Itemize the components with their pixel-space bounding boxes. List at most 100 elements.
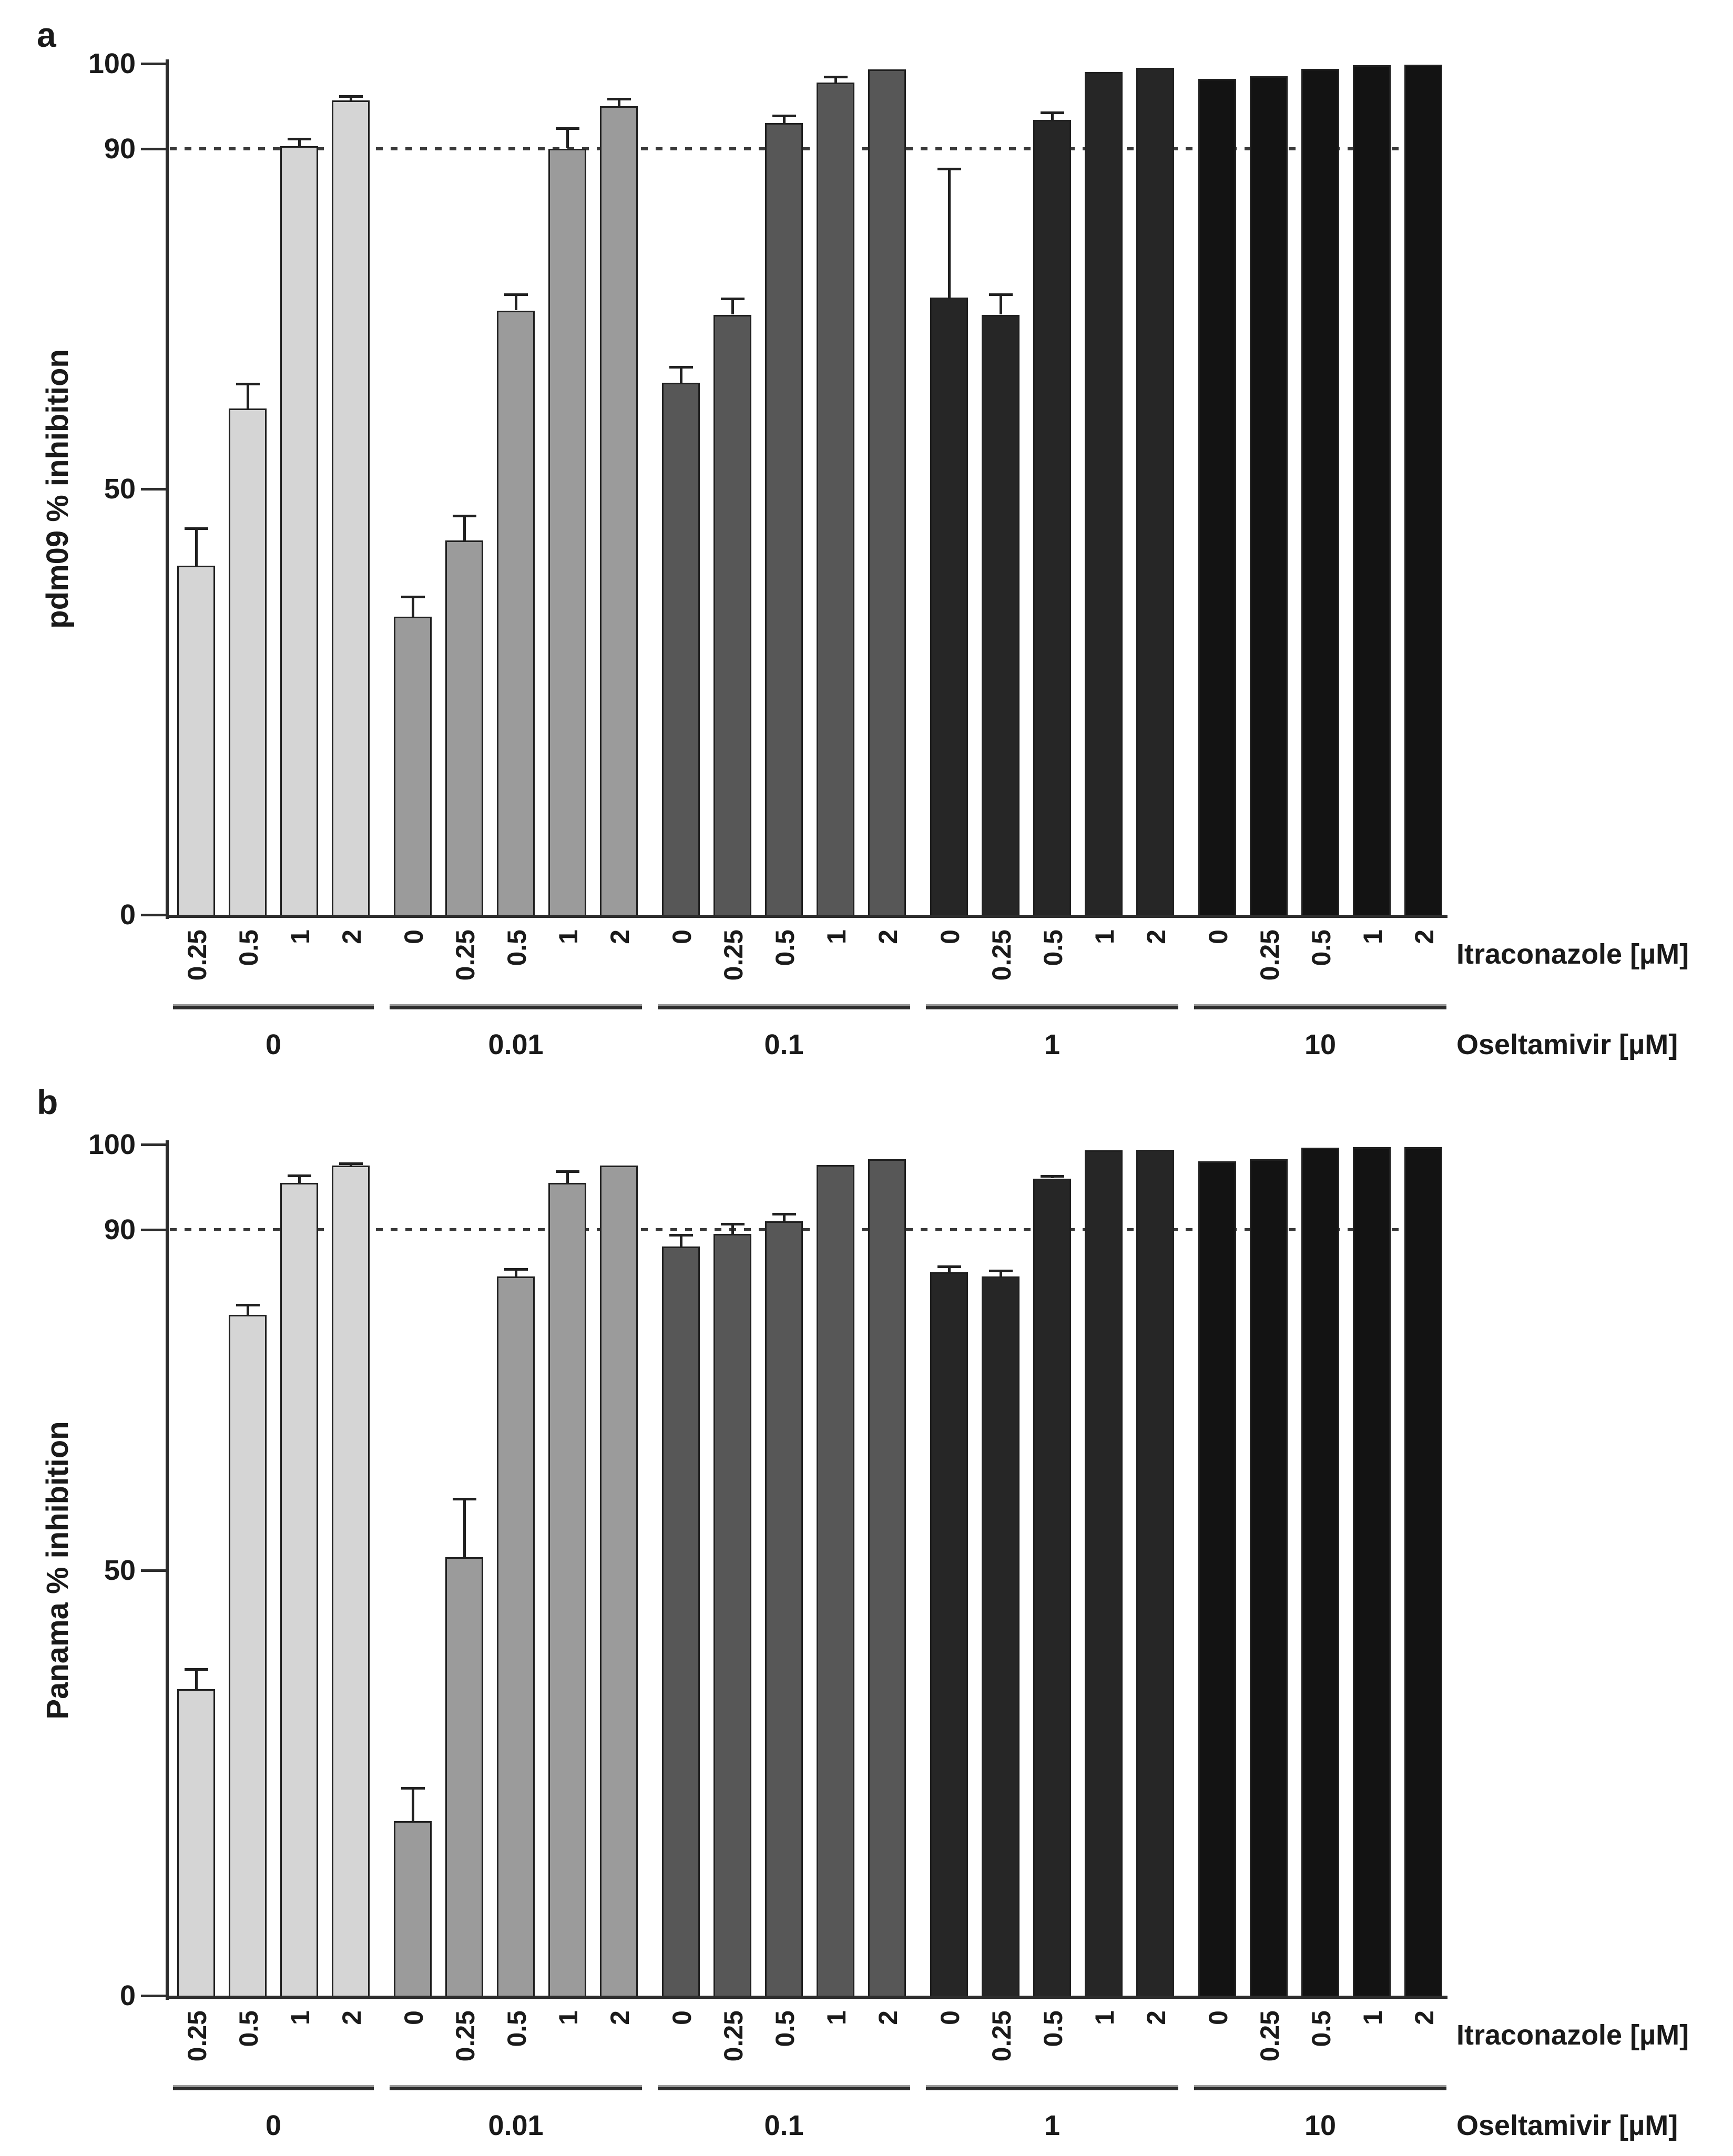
error-bar-stem [1000, 1270, 1002, 1276]
x-axis-line [166, 1996, 1447, 1999]
y-tick [141, 1229, 166, 1231]
x-tick-label: 0.5 [1038, 929, 1068, 966]
error-bar-stem [195, 527, 198, 566]
bar [280, 1183, 318, 1996]
bar [1250, 1159, 1288, 1996]
error-bar-cap [772, 1213, 796, 1215]
group-label: 10 [1304, 2110, 1337, 2141]
error-bar-cap [453, 515, 476, 517]
x-tick-label: 0.25 [451, 2010, 480, 2062]
y-tick-label: 90 [104, 1214, 136, 1245]
error-bar-cap [401, 1787, 425, 1790]
error-bar-stem [566, 127, 569, 148]
x-tick-label: 2 [873, 2010, 903, 2025]
group-underline [926, 2087, 1178, 2090]
group-underline [173, 1006, 374, 1009]
x-tick-label: 1 [822, 2010, 851, 2025]
x-tick-label: 0 [935, 2010, 965, 2025]
group-underline [173, 2087, 374, 2090]
bar [1404, 65, 1442, 915]
x-tick-label: 1 [1090, 2010, 1119, 2025]
x-tick-label: 0 [1204, 929, 1233, 944]
x-tick-label: 0.5 [1307, 929, 1336, 966]
error-bar-stem [731, 298, 734, 314]
error-bar-cap [339, 1162, 363, 1165]
group-underline [926, 1006, 1178, 1009]
y-tick [141, 1143, 166, 1146]
bar [713, 1234, 751, 1996]
error-bar-cap [824, 76, 848, 78]
error-bar-stem [350, 95, 352, 100]
y-tick-label: 50 [104, 1555, 136, 1586]
error-bar-cap [236, 383, 260, 385]
bar [1301, 69, 1339, 915]
y-tick [141, 1995, 166, 1997]
x-tick-label: 0 [935, 929, 965, 944]
x-tick-label: 0.25 [987, 929, 1016, 981]
bar [1085, 1150, 1123, 1996]
error-bar-stem [515, 1268, 517, 1276]
bar [662, 383, 700, 915]
x-tick-label: 1 [286, 2010, 315, 2025]
bar [1136, 68, 1174, 915]
error-bar-stem [783, 1213, 786, 1221]
x-tick-label: 0 [1204, 2010, 1233, 2025]
y-axis-line [166, 1140, 169, 2000]
x-tick-label: 0.5 [770, 2010, 800, 2047]
bar [1033, 1179, 1071, 1996]
x-tick-label: 0.5 [502, 929, 532, 966]
x-tick-label: 2 [1141, 929, 1171, 944]
y-tick-label: 0 [119, 899, 136, 931]
x-tick-label: 2 [873, 929, 903, 944]
group-label: 0 [265, 2110, 282, 2141]
y-tick-label: 50 [104, 473, 136, 505]
error-bar-cap [989, 1270, 1013, 1272]
x-tick-label: 1 [1090, 929, 1119, 944]
error-bar-cap [453, 1498, 476, 1500]
bar [1353, 1147, 1391, 1996]
x-tick-label: 2 [605, 929, 635, 944]
x-tick-label: 0.5 [502, 2010, 532, 2047]
error-bar-cap [185, 1668, 208, 1671]
bar [765, 1221, 803, 1996]
error-bar-stem [680, 1234, 682, 1246]
bar [229, 1315, 267, 1996]
x-tick-label: 0.5 [1038, 2010, 1068, 2047]
bar [1250, 76, 1288, 915]
bar [280, 146, 318, 915]
y-tick [141, 63, 166, 65]
error-bar-cap [669, 366, 693, 369]
x-tick-label: 1 [1358, 929, 1388, 944]
error-bar-cap [556, 1170, 579, 1173]
error-bar-cap [339, 95, 363, 98]
x-tick-label: 0.25 [182, 929, 212, 981]
error-bar-cap [401, 596, 425, 598]
error-bar-stem [834, 76, 837, 83]
bar [229, 408, 267, 915]
y-tick [141, 1569, 166, 1572]
itraconazole-axis-label: Itraconazole [µM] [1456, 2019, 1689, 2051]
group-label: 0.1 [764, 1029, 804, 1060]
error-bar-stem [298, 138, 301, 146]
panel-letter: a [37, 15, 56, 54]
bar [1085, 72, 1123, 915]
bar [1353, 65, 1391, 915]
error-bar-cap [504, 293, 528, 296]
bar [1198, 1161, 1236, 1996]
x-tick-label: 1 [554, 929, 583, 944]
x-tick-label: 0 [667, 2010, 697, 2025]
x-tick-label: 0.5 [234, 929, 263, 966]
error-bar-stem [247, 1304, 249, 1315]
error-bar-stem [515, 293, 517, 310]
error-bar-cap [721, 298, 745, 300]
error-bar-stem [731, 1223, 734, 1234]
x-tick-label: 0.25 [719, 2010, 748, 2062]
y-tick [141, 488, 166, 491]
error-bar-cap [288, 1174, 311, 1177]
bar [765, 123, 803, 915]
x-tick-label: 0.25 [1255, 929, 1285, 981]
x-tick-label: 2 [605, 2010, 635, 2025]
x-tick-label: 1 [554, 2010, 583, 2025]
bar [713, 315, 751, 915]
